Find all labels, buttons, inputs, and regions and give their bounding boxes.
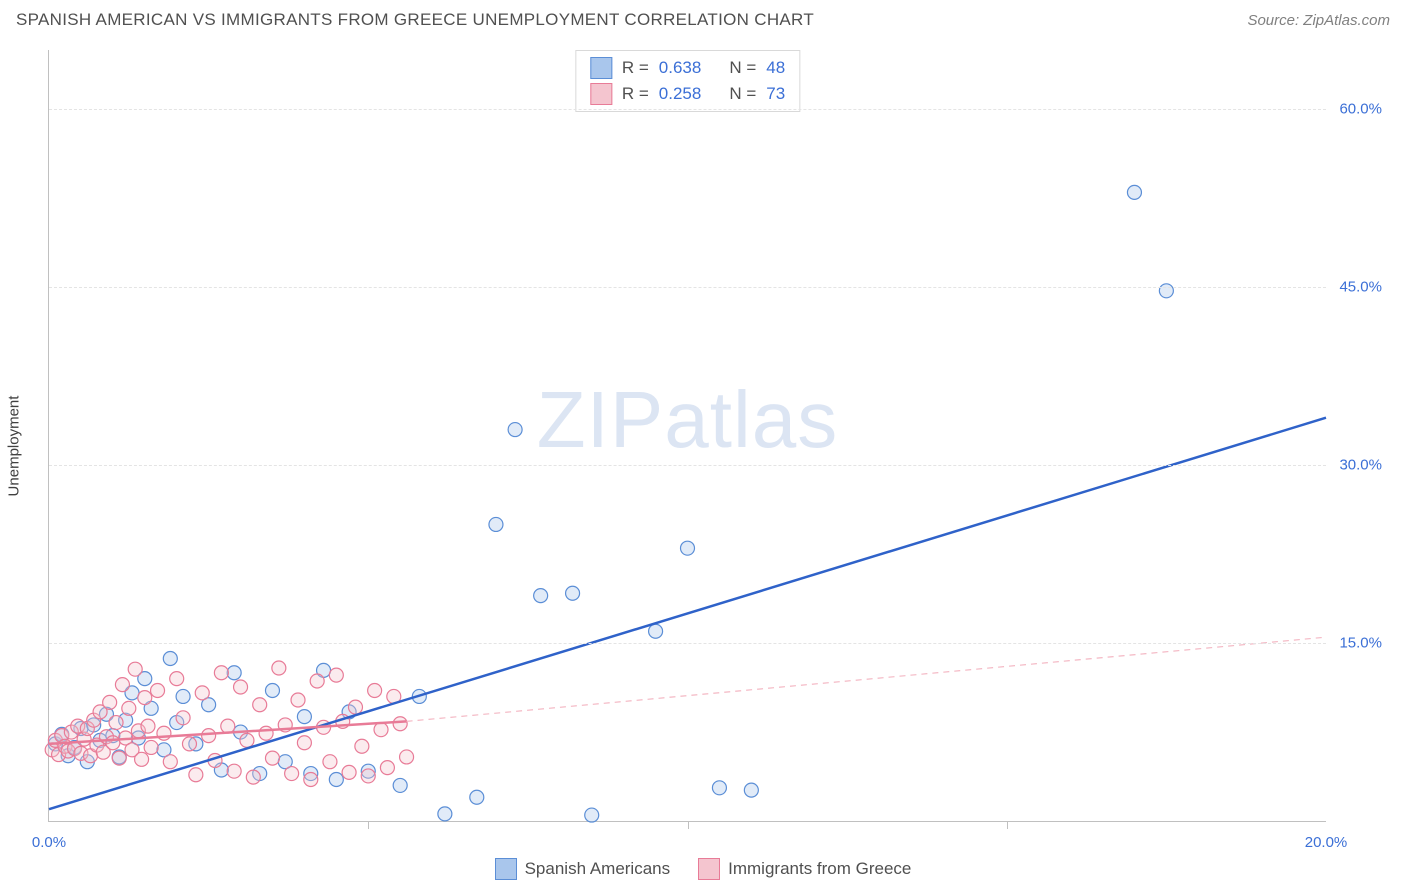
y-tick-label: 30.0% [1332,457,1382,474]
legend-item-2: Immigrants from Greece [698,858,911,880]
chart-source: Source: ZipAtlas.com [1247,12,1390,29]
plot-area: ZIPatlas R = 0.638 N = 48 R = 0.258 [48,50,1326,822]
swatch-series-2 [590,83,612,105]
r-label-2: R = [622,84,649,104]
x-tick-label: 0.0% [32,834,66,851]
n-value-1: 48 [766,58,785,78]
legend-item-1: Spanish Americans [495,858,671,880]
swatch-series-1 [590,57,612,79]
y-tick-label: 45.0% [1332,279,1382,296]
y-tick-label: 15.0% [1332,635,1382,652]
r-value-1: 0.638 [659,58,702,78]
legend-swatch-2 [698,858,720,880]
y-tick-label: 60.0% [1332,101,1382,118]
stats-legend: R = 0.638 N = 48 R = 0.258 N = 73 [575,50,800,112]
legend-swatch-1 [495,858,517,880]
chart-title: SPANISH AMERICAN VS IMMIGRANTS FROM GREE… [16,10,814,30]
stats-row-series-2: R = 0.258 N = 73 [590,81,785,107]
n-label-1: N = [729,58,756,78]
bottom-legend: Spanish Americans Immigrants from Greece [0,858,1406,880]
r-label-1: R = [622,58,649,78]
chart-container: SPANISH AMERICAN VS IMMIGRANTS FROM GREE… [0,0,1406,892]
n-value-2: 73 [766,84,785,104]
x-tick-label: 20.0% [1305,834,1348,851]
legend-label-1: Spanish Americans [525,859,671,879]
legend-label-2: Immigrants from Greece [728,859,911,879]
r-value-2: 0.258 [659,84,702,104]
n-label-2: N = [729,84,756,104]
plot-wrap: ZIPatlas R = 0.638 N = 48 R = 0.258 [48,50,1386,822]
chart-header: SPANISH AMERICAN VS IMMIGRANTS FROM GREE… [0,0,1406,36]
y-axis-label: Unemployment [6,396,23,497]
stats-row-series-1: R = 0.638 N = 48 [590,55,785,81]
scatter-plot-svg [49,50,1326,821]
